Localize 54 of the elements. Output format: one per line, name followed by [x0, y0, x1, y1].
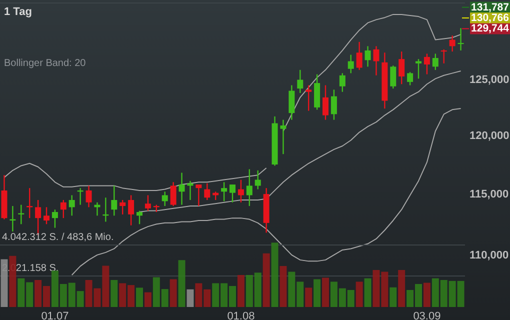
candlestick [339, 72, 346, 92]
candlestick [246, 168, 252, 207]
candlestick [330, 89, 337, 120]
candlestick [128, 194, 134, 226]
candlestick [111, 185, 118, 216]
candlestick [144, 194, 151, 212]
candlestick [424, 53, 430, 75]
y-tick-label: 115,000 [470, 188, 509, 201]
ref-line-label: 129,744 [471, 22, 510, 35]
candlestick [238, 179, 244, 203]
candlestick [416, 58, 422, 80]
candlestick [230, 184, 236, 203]
annotation: Bollinger Band: 20 [4, 58, 86, 69]
x-tick-label: 01.08 [227, 310, 255, 320]
candlestick [60, 199, 66, 219]
ref-line-label: 131,787 [471, 1, 510, 14]
candlestick [170, 182, 176, 207]
candlestick [204, 182, 210, 201]
candlestick [364, 46, 371, 68]
ref-line-label: 130,766 [471, 12, 510, 24]
candlestick [68, 194, 75, 216]
candlestick [407, 71, 414, 86]
candlestick [390, 64, 396, 90]
candlestick [44, 206, 50, 225]
candlestick [398, 50, 405, 85]
chart-subtitle: 1 Tag [4, 6, 32, 18]
candlestick [458, 28, 464, 52]
candlestick [306, 84, 312, 112]
candlestick [322, 84, 328, 120]
candlestick [120, 199, 126, 216]
candlestick [288, 84, 295, 120]
ref-line-label: 4.042.312 S. / 483,6 Mio. [2, 232, 114, 243]
candlestick [196, 184, 202, 207]
x-tick-label: 01.07 [41, 310, 69, 320]
candlestick [178, 172, 185, 206]
candlestick [440, 48, 447, 64]
candlestick [86, 185, 92, 208]
candlestick [432, 53, 438, 71]
candlestick [297, 69, 304, 94]
y-tick-label: 120,000 [470, 130, 510, 142]
y-tick-label: 125,000 [470, 74, 510, 86]
candlestick [254, 170, 261, 190]
x-tick-label: 03.09 [413, 310, 441, 320]
candlestick [373, 46, 380, 76]
candlestick [449, 34, 456, 52]
candlestick [18, 204, 24, 225]
candlestick [136, 210, 142, 225]
candlestick [162, 191, 168, 207]
y-tick-label: 110,000 [470, 249, 509, 262]
candlestick [280, 119, 286, 155]
candlestick [348, 54, 354, 74]
candlestick [356, 41, 362, 71]
candlestick [52, 209, 58, 228]
candlestick [221, 182, 228, 202]
